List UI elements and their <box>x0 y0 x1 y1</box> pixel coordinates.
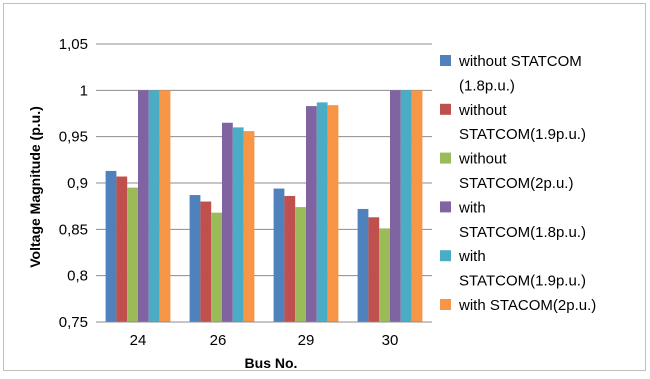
x-tick-label: 29 <box>298 332 315 349</box>
y-tick-label: 0,85 <box>59 221 88 238</box>
bar <box>306 106 317 322</box>
x-tick-label: 30 <box>382 332 399 349</box>
legend-swatch <box>440 201 451 213</box>
bar <box>400 90 412 322</box>
legend: without STATCOM(1.8p.u.)withoutSTATCOM(1… <box>440 53 596 314</box>
bar <box>159 90 171 322</box>
legend-swatch <box>440 103 451 115</box>
y-tick-label: 0,75 <box>59 314 88 331</box>
bar <box>284 195 296 322</box>
y-tick-label: 0,95 <box>59 129 88 146</box>
bar <box>211 212 222 322</box>
legend-swatch <box>440 55 451 66</box>
legend-swatch <box>440 250 451 262</box>
bar <box>243 131 255 322</box>
chart-frame <box>3 3 646 371</box>
bar <box>200 201 212 322</box>
bar <box>379 228 390 322</box>
y-tick-label: 1 <box>80 82 88 99</box>
legend-label: STATCOM(1.8p.u.) <box>459 224 586 241</box>
bar <box>273 188 285 322</box>
legend-label: without <box>458 102 507 119</box>
bar <box>368 217 380 322</box>
legend-label: (1.8p.u.) <box>459 77 515 94</box>
x-axis-ticks: 24 26 29 30 <box>130 332 399 349</box>
bar <box>105 170 117 322</box>
legend-label: without STATCOM <box>458 53 582 70</box>
bar <box>232 127 244 323</box>
x-axis-title: Bus No. <box>245 355 298 371</box>
y-axis-ticks: 0,75 0,8 0,85 0,9 0,95 1 1,05 <box>59 36 88 331</box>
bar <box>357 208 369 322</box>
y-axis-title: Voltage Magnitude (p.u.) <box>27 106 43 268</box>
x-tick-label: 24 <box>130 332 147 349</box>
y-tick-label: 0,9 <box>67 175 88 192</box>
bar <box>127 187 138 322</box>
bar <box>222 122 233 323</box>
bar <box>189 195 201 322</box>
bar <box>327 105 339 322</box>
y-tick-label: 0,8 <box>67 268 88 285</box>
bar <box>295 207 306 322</box>
bar <box>116 176 128 322</box>
legend-swatch <box>440 299 451 310</box>
legend-label: STATCOM(2p.u.) <box>459 175 573 192</box>
bars <box>105 90 423 323</box>
legend-label: with <box>458 248 486 265</box>
bar <box>390 90 401 322</box>
bar <box>316 102 328 322</box>
x-tick-label: 26 <box>210 332 227 349</box>
legend-label: with <box>458 199 486 216</box>
legend-swatch <box>440 152 451 164</box>
bar <box>138 90 149 322</box>
legend-label: with STACOM(2p.u.) <box>458 297 596 314</box>
legend-label: without <box>458 151 507 168</box>
bar <box>148 90 160 322</box>
y-tick-label: 1,05 <box>59 36 88 53</box>
legend-label: STATCOM(1.9p.u.) <box>459 126 586 143</box>
bar <box>411 90 423 322</box>
legend-label: STATCOM(1.9p.u.) <box>459 273 586 290</box>
